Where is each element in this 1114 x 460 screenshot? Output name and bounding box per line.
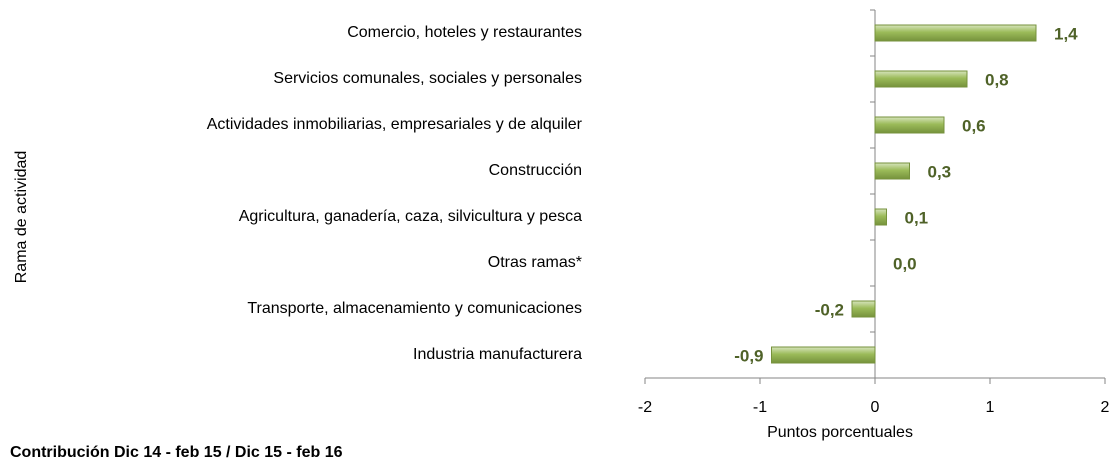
y-axis-title: Rama de actividad	[13, 151, 30, 284]
x-tick-label: 2	[1101, 399, 1110, 416]
value-label: 1,4	[1054, 24, 1078, 43]
y-tick-label: Transporte, almacenamiento y comunicacio…	[247, 300, 582, 317]
value-label: 0,8	[985, 70, 1009, 89]
bar	[851, 300, 876, 318]
value-label: 0,1	[905, 208, 929, 227]
y-tick-label: Actividades inmobiliarias, empresariales…	[207, 116, 583, 133]
chart-title: Contribución Dic 14 - feb 15 / Dic 15 - …	[10, 444, 343, 460]
bar	[771, 346, 876, 364]
value-label: 0,0	[893, 254, 917, 273]
y-tick-label: Comercio, hoteles y restaurantes	[347, 24, 582, 41]
bar	[874, 162, 910, 180]
value-label: 0,3	[928, 162, 952, 181]
x-tick-label: 0	[871, 399, 880, 416]
x-tick-label: -1	[753, 399, 767, 416]
bar	[874, 116, 945, 134]
value-label: 0,6	[962, 116, 986, 135]
y-tick-label: Agricultura, ganadería, caza, silvicultu…	[239, 208, 582, 225]
y-tick-label: Industria manufacturera	[413, 346, 582, 363]
bar	[874, 208, 887, 226]
bar	[874, 70, 968, 88]
x-tick-label: -2	[638, 399, 652, 416]
x-tick-label: 1	[986, 399, 995, 416]
x-axis-title: Puntos porcentuales	[767, 424, 913, 441]
value-label: -0,9	[734, 346, 763, 365]
bar	[874, 24, 1037, 42]
y-tick-label: Otras ramas*	[488, 254, 582, 271]
y-tick-label: Construcción	[489, 162, 582, 179]
value-label: -0,2	[815, 300, 844, 319]
y-tick-label: Servicios comunales, sociales y personal…	[273, 70, 582, 87]
